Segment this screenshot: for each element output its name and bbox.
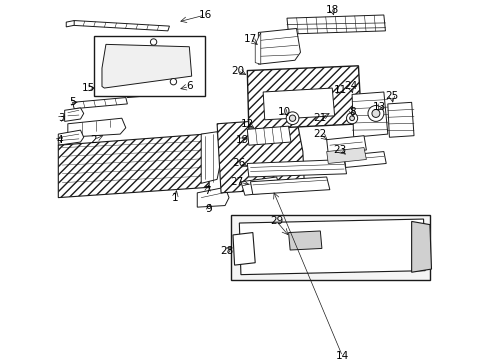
Text: 27: 27 xyxy=(230,177,243,187)
Bar xyxy=(231,215,429,280)
Circle shape xyxy=(170,78,176,85)
Polygon shape xyxy=(102,44,191,88)
Text: 24: 24 xyxy=(343,81,356,91)
Polygon shape xyxy=(252,126,270,141)
Polygon shape xyxy=(72,98,127,109)
Text: 18: 18 xyxy=(325,5,338,15)
Text: 5: 5 xyxy=(69,97,76,107)
Polygon shape xyxy=(258,28,300,64)
Polygon shape xyxy=(68,118,125,137)
Bar xyxy=(94,36,205,96)
Polygon shape xyxy=(201,132,221,183)
Text: 25: 25 xyxy=(385,91,398,101)
Text: 17: 17 xyxy=(244,34,257,44)
Text: 8: 8 xyxy=(348,107,355,117)
Polygon shape xyxy=(247,126,290,145)
Text: 29: 29 xyxy=(269,216,283,226)
Polygon shape xyxy=(326,148,366,163)
Text: 10: 10 xyxy=(278,107,290,117)
Polygon shape xyxy=(58,134,209,198)
Text: 16: 16 xyxy=(198,10,211,20)
Text: 22: 22 xyxy=(313,129,326,139)
Polygon shape xyxy=(387,102,413,137)
Polygon shape xyxy=(255,32,260,64)
Polygon shape xyxy=(286,15,385,34)
Polygon shape xyxy=(125,83,183,98)
Text: 4: 4 xyxy=(57,135,63,145)
Polygon shape xyxy=(232,233,255,265)
Text: 11: 11 xyxy=(333,85,346,95)
Circle shape xyxy=(289,115,295,121)
Text: 13: 13 xyxy=(372,102,386,112)
Text: 19: 19 xyxy=(235,135,248,145)
Text: 7: 7 xyxy=(204,186,210,196)
Polygon shape xyxy=(351,92,387,137)
Polygon shape xyxy=(288,231,321,250)
Polygon shape xyxy=(72,21,169,31)
Polygon shape xyxy=(326,136,366,154)
Text: 6: 6 xyxy=(185,81,192,91)
Text: 14: 14 xyxy=(335,351,348,360)
Polygon shape xyxy=(247,66,361,129)
Polygon shape xyxy=(263,88,334,120)
Text: 15: 15 xyxy=(81,83,95,93)
Text: 20: 20 xyxy=(231,66,244,76)
Text: 2: 2 xyxy=(91,135,97,145)
Text: 3: 3 xyxy=(58,113,64,123)
Text: 12: 12 xyxy=(240,119,253,129)
Polygon shape xyxy=(66,21,74,27)
Text: 28: 28 xyxy=(220,246,233,256)
Polygon shape xyxy=(58,130,83,145)
Polygon shape xyxy=(239,219,424,275)
Circle shape xyxy=(346,113,357,124)
Polygon shape xyxy=(250,177,329,194)
Circle shape xyxy=(150,39,157,45)
Polygon shape xyxy=(411,221,430,272)
Polygon shape xyxy=(64,108,83,121)
Text: 21: 21 xyxy=(313,113,326,123)
Text: 26: 26 xyxy=(232,158,245,168)
Polygon shape xyxy=(241,177,280,195)
Circle shape xyxy=(285,112,298,125)
Polygon shape xyxy=(344,152,386,167)
Circle shape xyxy=(349,116,354,121)
Polygon shape xyxy=(197,187,228,207)
Polygon shape xyxy=(312,92,340,113)
Circle shape xyxy=(371,109,379,117)
Circle shape xyxy=(367,105,383,121)
Text: 23: 23 xyxy=(333,145,346,155)
Polygon shape xyxy=(217,118,304,193)
Polygon shape xyxy=(247,159,346,177)
Text: 9: 9 xyxy=(205,204,212,214)
Text: 1: 1 xyxy=(171,193,178,203)
